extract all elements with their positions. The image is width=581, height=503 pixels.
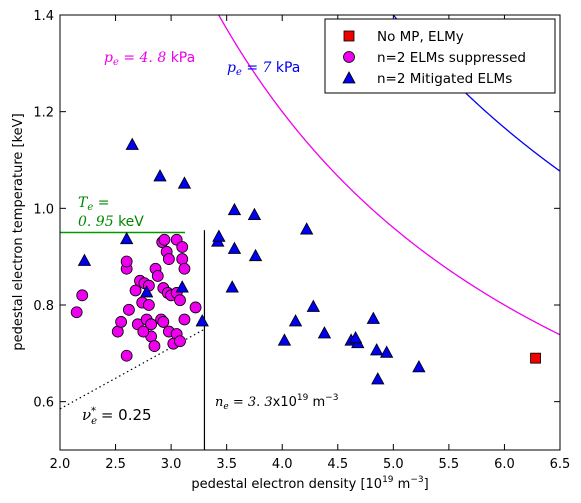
data-point-circle (120, 255, 133, 268)
data-point-triangle (248, 248, 263, 262)
data-point-circle (148, 340, 161, 352)
x-tick-label: 5.0 (383, 457, 404, 472)
x-tick-label: 6.5 (550, 457, 571, 472)
annotation-te-value: 0. 95 keV (78, 214, 144, 230)
data-point-circle (176, 253, 189, 265)
legend-label-suppressed: n=2 ELMs suppressed (377, 50, 526, 66)
data-point-circle (76, 289, 89, 302)
legend: No MP, ELMy n=2 ELMs suppressed n=2 Miti… (324, 18, 556, 94)
data-point-triangle (227, 241, 242, 254)
legend-marker-no-mp (343, 30, 355, 42)
data-point-circle (129, 284, 142, 297)
annotation-pe-4-8: pe = 4. 8 kPa (104, 50, 195, 68)
data-point-circle (151, 270, 164, 282)
data-point-circle (115, 316, 128, 328)
data-point-circle (120, 349, 133, 362)
axis-ticks: 2.0 2.5 3.0 3.5 4.0 4.5 5.0 5.5 6.0 6.5 0.6 0.8 1.0 1… (33, 9, 570, 472)
legend-marker-suppressed (343, 51, 355, 63)
annotation-nu: νe* = 0.25 (82, 406, 152, 427)
data-point-circle (137, 325, 150, 338)
data-point-circle (142, 299, 155, 311)
data-point-triangle (125, 137, 139, 150)
data-point-circle (122, 303, 135, 316)
data-point-circle (157, 316, 170, 328)
x-tick-label: 3.0 (161, 457, 182, 472)
data-point-triangle (288, 314, 303, 327)
data-point-circle (70, 306, 83, 319)
legend-label-mitigated: n=2 Mitigated ELMs (377, 71, 512, 87)
data-point-triangle (119, 231, 134, 245)
data-point-triangle (371, 372, 385, 385)
data-point-triangle (212, 229, 226, 242)
plot-frame (59, 14, 561, 451)
x-axis-title: pedestal electron density [1019 m−3] (191, 475, 428, 492)
x-tick-label: 2.5 (105, 457, 126, 472)
isobar-curve-4-8-kpa (218, 15, 560, 336)
legend-marker-mitigated (342, 71, 356, 84)
data-point-triangle (195, 314, 209, 327)
data-point-triangle (366, 311, 381, 324)
data-point-circle (158, 233, 171, 246)
y-tick-label: 0.6 (33, 396, 54, 411)
collisionality-dotted-line (60, 328, 205, 410)
data-point-triangle (277, 333, 292, 346)
data-point-triangle (299, 222, 314, 235)
y-axis-title: pedestal electron temperature [keV] (11, 113, 26, 350)
legend-label-no-mp: No MP, ELMy (377, 29, 464, 45)
y-tick-label: 1.4 (33, 9, 54, 24)
x-tick-label: 6.0 (494, 457, 515, 472)
x-tick-label: 3.5 (216, 457, 237, 472)
y-tick-label: 1.2 (33, 106, 54, 121)
data-point-triangle (177, 176, 192, 189)
x-tick-label: 5.5 (439, 457, 460, 472)
x-tick-label: 4.5 (327, 457, 348, 472)
y-tick-label: 1.0 (33, 202, 54, 217)
data-point-triangle (77, 253, 92, 266)
annotation-ne: ne = 3. 3x1019 m−3 (215, 393, 338, 412)
data-point-circle (174, 294, 186, 307)
annotation-te: Te = (78, 195, 109, 213)
data-point-triangle (153, 169, 167, 182)
data-point-circle (178, 262, 191, 275)
y-tick-label: 0.8 (33, 299, 54, 314)
data-point-triangle (227, 202, 242, 216)
legend-box (324, 18, 556, 94)
data-point-circle (145, 318, 158, 331)
data-point-triangle (369, 343, 384, 356)
data-point-circle (162, 253, 175, 265)
data-point-triangle (306, 299, 321, 312)
data-point-triangle (317, 326, 332, 339)
x-tick-label: 4.0 (272, 457, 293, 472)
data-point-triangle (412, 359, 426, 373)
data-point-triangle (139, 285, 154, 298)
data-point-triangle (379, 345, 394, 358)
data-point-circle (174, 335, 186, 348)
data-point-square (530, 352, 541, 364)
data-point-triangle (225, 280, 239, 293)
data-point-circle (178, 313, 191, 326)
x-tick-label: 2.0 (50, 457, 71, 472)
data-point-circle (176, 241, 189, 253)
data-markers (70, 137, 541, 385)
data-point-triangle (348, 330, 363, 344)
data-point-circle (189, 301, 202, 314)
annotation-pe-7: pe = 7 kPa (227, 60, 300, 78)
data-point-triangle (175, 280, 189, 293)
data-point-triangle (247, 207, 262, 220)
